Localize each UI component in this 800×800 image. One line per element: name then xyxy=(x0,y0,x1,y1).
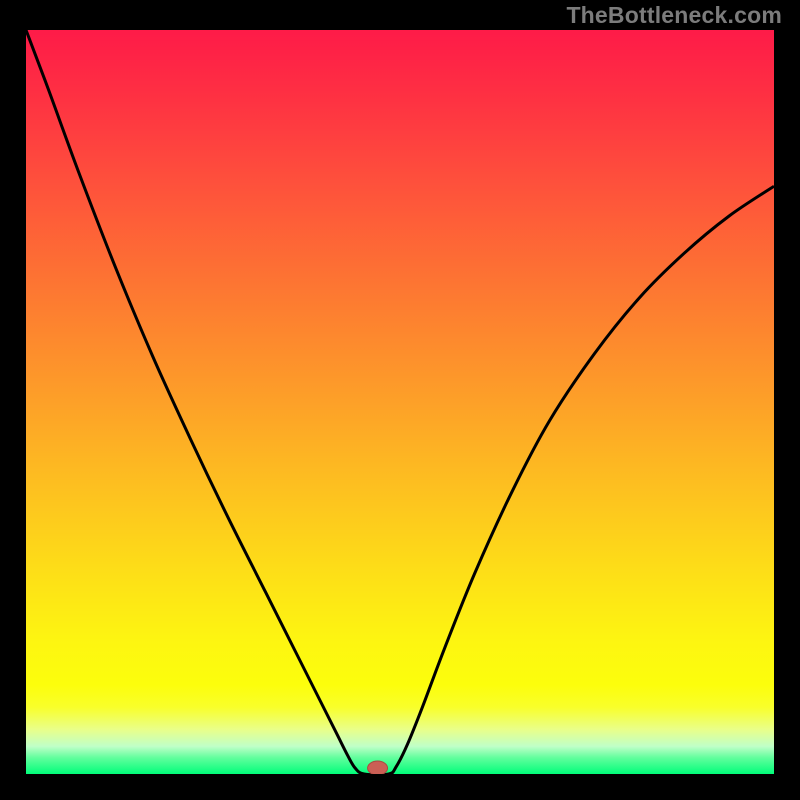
optimum-marker xyxy=(368,761,388,775)
gradient-panel xyxy=(26,30,774,774)
bottleneck-chart xyxy=(0,0,800,800)
